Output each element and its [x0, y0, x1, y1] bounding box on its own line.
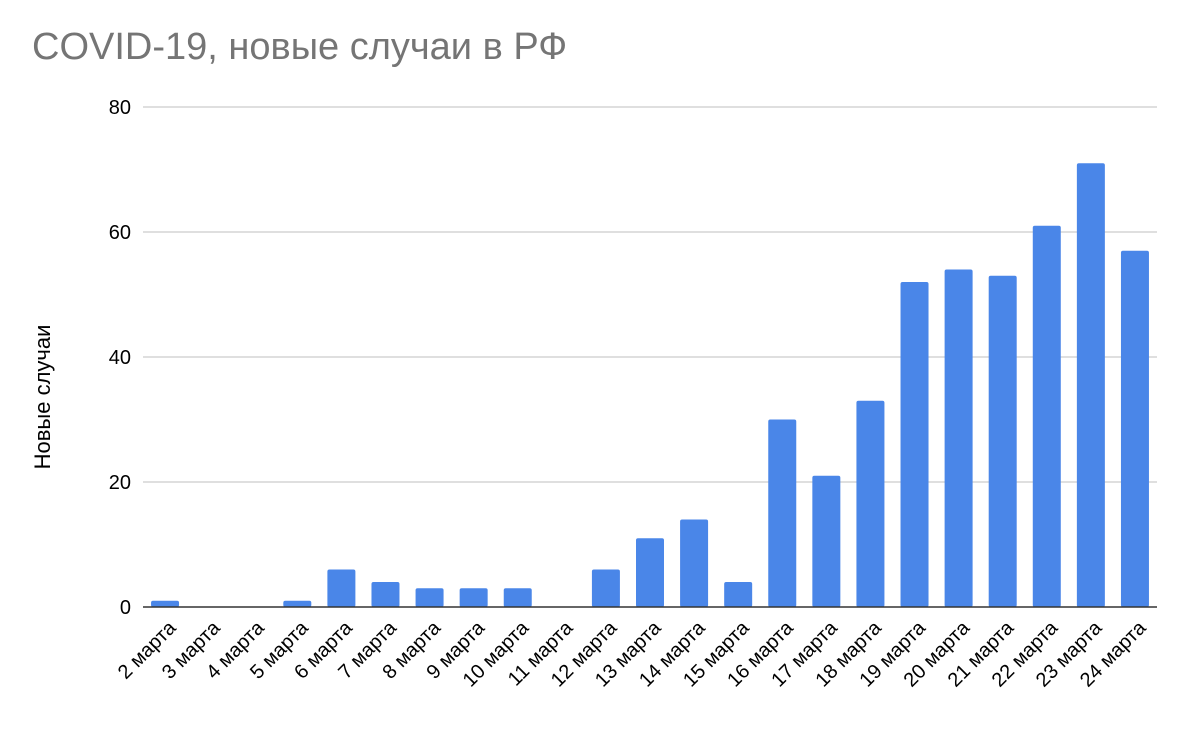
- bar: [724, 582, 753, 607]
- y-tick-label: 0: [120, 597, 131, 619]
- bar: [459, 588, 488, 607]
- bar: [768, 419, 797, 607]
- grid-lines: [143, 106, 1157, 483]
- bar: [680, 519, 709, 607]
- bar: [371, 582, 400, 607]
- y-tick-label: 40: [109, 347, 131, 369]
- chart-title: COVID-19, новые случаи в РФ: [32, 26, 568, 68]
- y-tick-label: 60: [109, 222, 131, 244]
- y-axis-label: Новые случаи: [30, 325, 55, 470]
- bar: [1032, 225, 1061, 607]
- bar: [944, 269, 973, 607]
- bar: [856, 400, 885, 607]
- bar: [812, 475, 841, 607]
- bar: [283, 600, 312, 607]
- y-tick-labels: 0 20 40 60 80: [109, 97, 131, 619]
- bar: [636, 538, 664, 607]
- bar: [1076, 163, 1105, 607]
- bars: [151, 163, 1149, 607]
- bar: [591, 569, 620, 607]
- bar: [503, 588, 532, 607]
- bar: [151, 600, 180, 607]
- bar: [327, 569, 356, 607]
- y-tick-label: 80: [109, 97, 131, 119]
- bar: [415, 588, 444, 607]
- bar: [900, 282, 929, 607]
- bar: [988, 275, 1017, 607]
- y-tick-label: 20: [109, 472, 131, 494]
- bar: [1120, 250, 1149, 607]
